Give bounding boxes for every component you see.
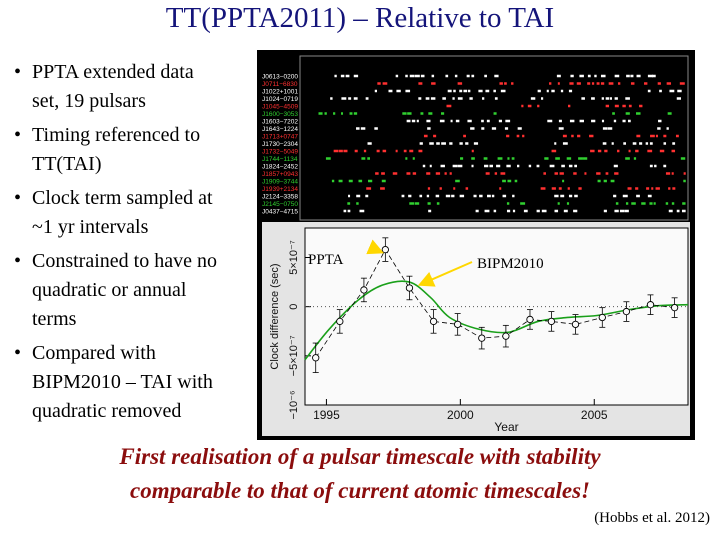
y-tick-label: −10⁻⁶ bbox=[288, 391, 300, 420]
plot-area bbox=[304, 227, 689, 406]
pulsar-name: J0437−4715 bbox=[262, 209, 298, 216]
y-axis-label: Clock difference (sec) bbox=[269, 263, 281, 369]
arrow-ppta bbox=[366, 239, 385, 255]
ppta-point bbox=[571, 320, 580, 329]
pulsar-name: J1022+1001 bbox=[262, 89, 298, 96]
bullet-line: PPTA extended data bbox=[32, 61, 194, 83]
annotation-ppta: PPTA bbox=[308, 252, 344, 268]
bullet-line: quadratic removed bbox=[32, 400, 182, 422]
pulsar-name: J1600−3053 bbox=[262, 111, 298, 118]
bullet-line: Constrained to have no bbox=[32, 250, 217, 272]
ppta-point bbox=[526, 315, 534, 324]
bullet-line: Clock term sampled at bbox=[32, 187, 213, 209]
ppta-point bbox=[622, 307, 631, 316]
ppta-point bbox=[478, 334, 486, 342]
bullet-line: Compared with bbox=[32, 342, 156, 364]
bullet-line: ~1 yr intervals bbox=[32, 216, 149, 238]
x-tick-label: 2005 bbox=[581, 408, 608, 422]
ppta-point bbox=[598, 313, 606, 322]
bullet: Compared with BIPM2010 – TAI with quadrati… bbox=[14, 339, 259, 426]
x-tick-label: 1995 bbox=[313, 408, 340, 422]
caption: First realisation of a pulsar timescale … bbox=[0, 440, 720, 508]
pulsar-name: J1045−4509 bbox=[262, 104, 298, 111]
pulsar-name: J1824−2452 bbox=[262, 164, 298, 171]
bullet-line: BIPM2010 – TAI with bbox=[32, 371, 213, 393]
ppta-point bbox=[502, 332, 510, 340]
bullet-line: TT(TAI) bbox=[32, 153, 102, 175]
arrow-bipm bbox=[417, 261, 473, 287]
ppta-point bbox=[547, 317, 556, 326]
pulsar-name: J1713+0747 bbox=[262, 134, 298, 141]
bipm-curve bbox=[304, 280, 689, 361]
x-axis-label: Year bbox=[494, 420, 518, 434]
pulsar-name: J1909−3744 bbox=[262, 179, 298, 186]
pulsar-name: J2124−3358 bbox=[262, 194, 298, 201]
bullet: PPTA extended data set, 19 pulsars bbox=[14, 58, 259, 116]
pulsar-name: J1730−2304 bbox=[262, 141, 298, 148]
ppta-line bbox=[315, 248, 675, 359]
ppta-point bbox=[454, 320, 462, 329]
ppta-point bbox=[360, 286, 368, 294]
pulsar-name: J1744−1134 bbox=[262, 156, 298, 163]
ppta-point bbox=[405, 284, 414, 292]
pulsar-name: J1732−5049 bbox=[262, 149, 298, 156]
ppta-point bbox=[646, 301, 655, 309]
x-tick-label: 2000 bbox=[447, 408, 474, 422]
sampling-panel bbox=[299, 55, 689, 221]
bullet: Timing referenced to TT(TAI) bbox=[14, 121, 259, 179]
pulsar-name: J1603−7202 bbox=[262, 119, 298, 126]
bullet-line: terms bbox=[32, 308, 77, 330]
ppta-point bbox=[312, 354, 320, 362]
bullet-line: set, 19 pulsars bbox=[32, 90, 146, 112]
pulsar-name: J1024−0719 bbox=[262, 96, 298, 103]
annotation-bipm: BIPM2010 bbox=[477, 256, 544, 272]
ppta-point bbox=[336, 317, 344, 326]
bullet: Constrained to have no quadratic or annua… bbox=[14, 247, 259, 334]
y-tick-label: 5×10⁻⁷ bbox=[288, 240, 300, 275]
pulsar-name: J1857+0943 bbox=[262, 171, 298, 178]
bullet-line: quadratic or annual bbox=[32, 279, 187, 301]
bullet-list: PPTA extended data set, 19 pulsars Timing … bbox=[14, 58, 259, 431]
pulsar-name: J1643−1224 bbox=[262, 126, 298, 133]
y-tick-label: 0 bbox=[288, 304, 300, 310]
bullet: Clock term sampled at ~1 yr intervals bbox=[14, 184, 259, 242]
ppta-point bbox=[381, 245, 389, 254]
slide-title: TT(PPTA2011) – Relative to TAI bbox=[165, 2, 555, 34]
y-tick-label: −5×10⁻⁷ bbox=[288, 335, 300, 376]
pulsar-name: J1939+2134 bbox=[262, 186, 298, 193]
caption-line: comparable to that of current atomic tim… bbox=[130, 478, 590, 503]
citation: (Hobbs et al. 2012) bbox=[594, 510, 710, 526]
bullet-line: Timing referenced to bbox=[32, 124, 201, 146]
ppta-point bbox=[429, 317, 438, 326]
caption-line: First realisation of a pulsar timescale … bbox=[119, 444, 601, 469]
ppta-point bbox=[670, 303, 679, 312]
pulsar-name: J2145−0750 bbox=[262, 201, 298, 208]
pulsar-name: J0613−0200 bbox=[262, 74, 298, 81]
pulsar-name: J0711−6830 bbox=[262, 81, 298, 88]
